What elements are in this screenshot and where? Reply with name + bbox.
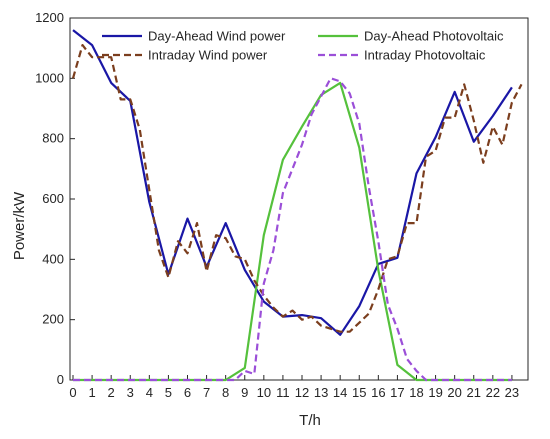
x-tick-label: 9 <box>241 385 248 400</box>
legend-label: Intraday Wind power <box>148 48 268 63</box>
y-tick-label: 400 <box>42 251 64 266</box>
x-tick-label: 21 <box>467 385 481 400</box>
legend: Day-Ahead Wind power Day-Ahead Photovolta… <box>102 29 504 63</box>
x-tick-label: 13 <box>314 385 328 400</box>
x-tick-label: 3 <box>127 385 134 400</box>
x-tick-label: 4 <box>146 385 153 400</box>
plot-area <box>69 17 529 381</box>
y-tick-label: 800 <box>42 131 64 146</box>
x-tick-label: 19 <box>428 385 442 400</box>
x-tick-label: 7 <box>203 385 210 400</box>
x-axis-title: T/h <box>299 412 321 429</box>
series-line-2 <box>73 81 512 382</box>
x-tick-label: 2 <box>108 385 115 400</box>
x-tick-label: 0 <box>69 385 76 400</box>
legend-label: Intraday Photovoltaic <box>364 48 486 63</box>
x-tick-label: 14 <box>333 385 347 400</box>
series-line-4 <box>73 77 512 382</box>
x-tick-label: 17 <box>390 385 404 400</box>
x-tick-label: 18 <box>409 385 423 400</box>
y-axis: 0 200 400 600 800 1000 1200 <box>35 10 75 387</box>
series-line-1 <box>72 29 513 336</box>
legend-label: Day-Ahead Wind power <box>148 29 286 44</box>
x-tick-label: 8 <box>222 385 229 400</box>
y-tick-label: 200 <box>42 312 64 327</box>
x-tick-label: 11 <box>276 385 290 400</box>
x-tick-label: 23 <box>505 385 519 400</box>
series-line-3 <box>71 43 523 333</box>
x-tick-label: 15 <box>352 385 366 400</box>
y-axis-title: Power/kW <box>11 191 28 260</box>
x-tick-label: 6 <box>184 385 191 400</box>
y-tick-label: 1000 <box>35 70 64 85</box>
x-tick-label: 20 <box>447 385 461 400</box>
y-tick-label: 1200 <box>35 10 64 25</box>
x-tick-label: 10 <box>257 385 271 400</box>
x-tick-label: 22 <box>486 385 500 400</box>
y-tick-label: 0 <box>57 372 64 387</box>
x-tick-label: 5 <box>165 385 172 400</box>
x-axis: 0 1 2 3 4 5 6 7 8 9 10 11 12 13 14 15 16 17 18 19 20 21 22 23 <box>69 375 519 400</box>
legend-label: Day-Ahead Photovoltaic <box>364 29 504 44</box>
series-layer <box>71 29 523 382</box>
y-tick-label: 600 <box>42 191 64 206</box>
x-tick-label: 1 <box>88 385 95 400</box>
x-tick-label: 16 <box>371 385 385 400</box>
x-tick-label: 12 <box>295 385 309 400</box>
